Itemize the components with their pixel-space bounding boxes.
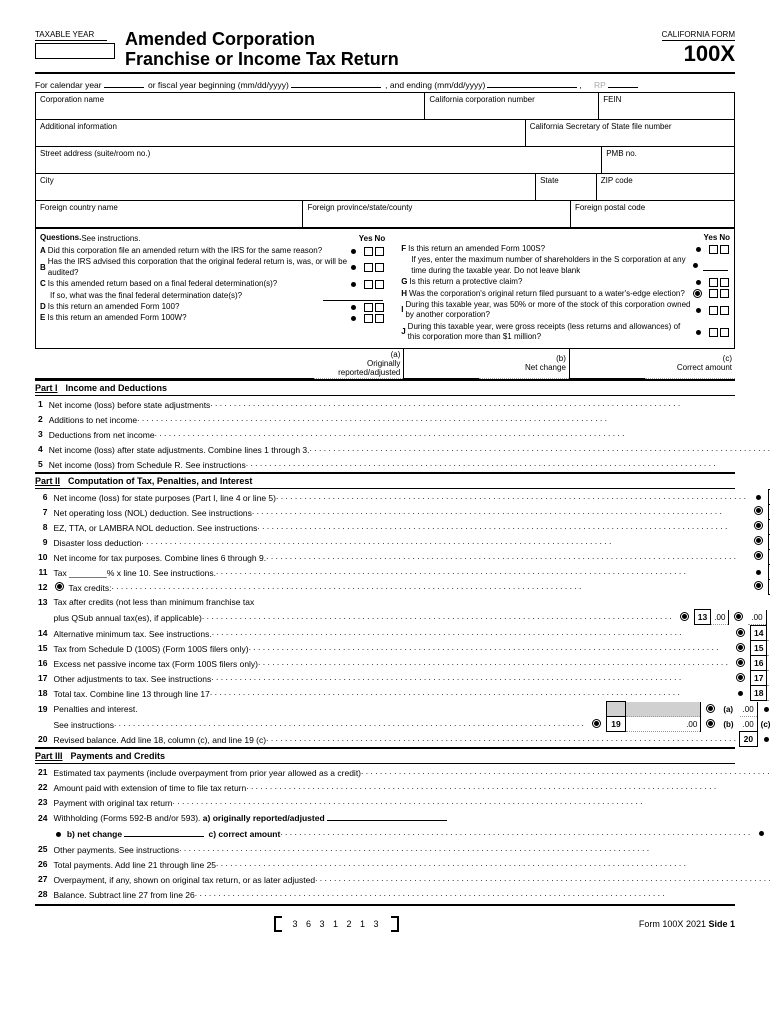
line-1: 1Net income (loss) before state adjustme… — [35, 396, 770, 411]
line-18: 18Total tax. Combine line 13 through lin… — [35, 686, 770, 701]
line-21: 21Estimated tax payments (include overpa… — [35, 765, 770, 780]
line-12: 12Tax credits:12.00.00.00 — [35, 579, 770, 594]
line-27: 27Overpayment, if any, shown on original… — [35, 871, 770, 886]
question-B: Has the IRS advised this corporation tha… — [48, 257, 348, 278]
q-C-yes[interactable] — [364, 280, 373, 289]
question-I: During this taxable year, was 50% or mor… — [405, 300, 693, 321]
q-F-yes[interactable] — [709, 245, 718, 254]
q-I-yes[interactable] — [709, 306, 718, 315]
line-6: 6Net income (loss) for state purposes (P… — [35, 489, 770, 504]
question-E: Is this return an amended Form 100W? — [47, 313, 348, 323]
part1-label: Part I — [35, 383, 58, 393]
foreign-province-field[interactable]: Foreign province/state/county — [303, 201, 570, 227]
q-H-yes[interactable] — [709, 289, 718, 298]
question-H: Was the corporation's original return fi… — [409, 289, 691, 299]
form-number: 100X — [662, 41, 735, 67]
line-9: 9Disaster loss deduction9.00.00.00 — [35, 534, 770, 549]
ca-corp-number-field[interactable]: California corporation number — [425, 93, 599, 119]
part1-table: (a)Originally reported/adjusted(b)Net ch… — [35, 349, 735, 379]
line-17: 17Other adjustments to tax. See instruct… — [35, 671, 770, 686]
calendar-year-line: For calendar year or fiscal year beginni… — [35, 76, 735, 92]
q-G-no[interactable] — [720, 278, 729, 287]
form-header: TAXABLE YEAR Amended Corporation Franchi… — [35, 30, 735, 70]
question-D: Is this return an amended Form 100? — [48, 302, 348, 312]
california-form-label: CALIFORNIA FORM — [662, 30, 735, 41]
foreign-postal-field[interactable]: Foreign postal code — [571, 201, 734, 227]
line-11: 11Tax ________% x line 10. See instructi… — [35, 564, 770, 579]
q-G-yes[interactable] — [709, 278, 718, 287]
line-28: 28Balance. Subtract line 27 from line 26… — [35, 886, 770, 901]
line-23: 23Payment with original tax return23.00 — [35, 795, 770, 810]
foreign-country-field[interactable]: Foreign country name — [36, 201, 303, 227]
line-10: 10Net income for tax purposes. Combine l… — [35, 549, 770, 564]
line-3: 3Deductions from net income3.00.00.00 — [35, 426, 770, 441]
form-title-2: Franchise or Income Tax Return — [125, 50, 399, 70]
city-field[interactable]: City — [36, 174, 536, 200]
fein-field[interactable]: FEIN — [599, 93, 734, 119]
line-14: 14Alternative minimum tax. See instructi… — [35, 626, 770, 641]
part3-label: Part III — [35, 751, 63, 761]
form-title-1: Amended Corporation — [125, 30, 399, 50]
line-22: 22Amount paid with extension of time to … — [35, 780, 770, 795]
q-A-yes[interactable] — [364, 247, 373, 256]
line-5: 5Net income (loss) from Schedule R. See … — [35, 456, 770, 471]
page-footer: 3 6 3 1 2 1 3 Form 100X 2021 Side 1 — [35, 916, 735, 932]
question-A: Did this corporation file an amended ret… — [48, 246, 348, 256]
q-D-yes[interactable] — [364, 303, 373, 312]
additional-info-field[interactable]: Additional information — [36, 120, 526, 146]
q-I-no[interactable] — [720, 306, 729, 315]
question-C: Is this amended return based on a final … — [48, 279, 348, 289]
line-8: 8EZ, TTA, or LAMBRA NOL deduction. See i… — [35, 519, 770, 534]
taxable-year-label: TAXABLE YEAR — [35, 30, 107, 41]
line-2: 2Additions to net income2.00.00.00 — [35, 411, 770, 426]
zip-field[interactable]: ZIP code — [597, 174, 734, 200]
q-E-yes[interactable] — [364, 314, 373, 323]
line-25: 25Other payments. See instructions25.00 — [35, 841, 770, 856]
part2-label: Part II — [35, 476, 60, 486]
taxable-year-box[interactable] — [35, 43, 115, 59]
q-J-yes[interactable] — [709, 328, 718, 337]
line-4: 4Net income (loss) after state adjustmen… — [35, 441, 770, 456]
entity-info-grid: Corporation name California corporation … — [35, 92, 735, 228]
question-J: During this taxable year, were gross rec… — [408, 322, 693, 343]
q-H-no[interactable] — [720, 289, 729, 298]
q-A-no[interactable] — [375, 247, 384, 256]
questions-section: Questions. See instructions.YesNo ADid t… — [35, 228, 735, 349]
line-7: 7Net operating loss (NOL) deduction. See… — [35, 504, 770, 519]
ca-sos-field[interactable]: California Secretary of State file numbe… — [526, 120, 734, 146]
q-B-yes[interactable] — [364, 263, 373, 272]
q-B-no[interactable] — [375, 263, 384, 272]
line-26: 26Total payments. Add line 21 through li… — [35, 856, 770, 871]
q-D-no[interactable] — [375, 303, 384, 312]
q-C-no[interactable] — [375, 280, 384, 289]
street-field[interactable]: Street address (suite/room no.) — [36, 147, 602, 173]
line-16: 16Excess net passive income tax (Form 10… — [35, 656, 770, 671]
state-field[interactable]: State — [536, 174, 597, 200]
q-E-no[interactable] — [375, 314, 384, 323]
line-15: 15Tax from Schedule D (100S) (Form 100S … — [35, 641, 770, 656]
question-G: Is this return a protective claim? — [409, 277, 693, 287]
pmb-field[interactable]: PMB no. — [602, 147, 734, 173]
q-J-no[interactable] — [720, 328, 729, 337]
q-F-no[interactable] — [720, 245, 729, 254]
corp-name-field[interactable]: Corporation name — [36, 93, 425, 119]
question-F: Is this return an amended Form 100S? — [408, 244, 693, 254]
